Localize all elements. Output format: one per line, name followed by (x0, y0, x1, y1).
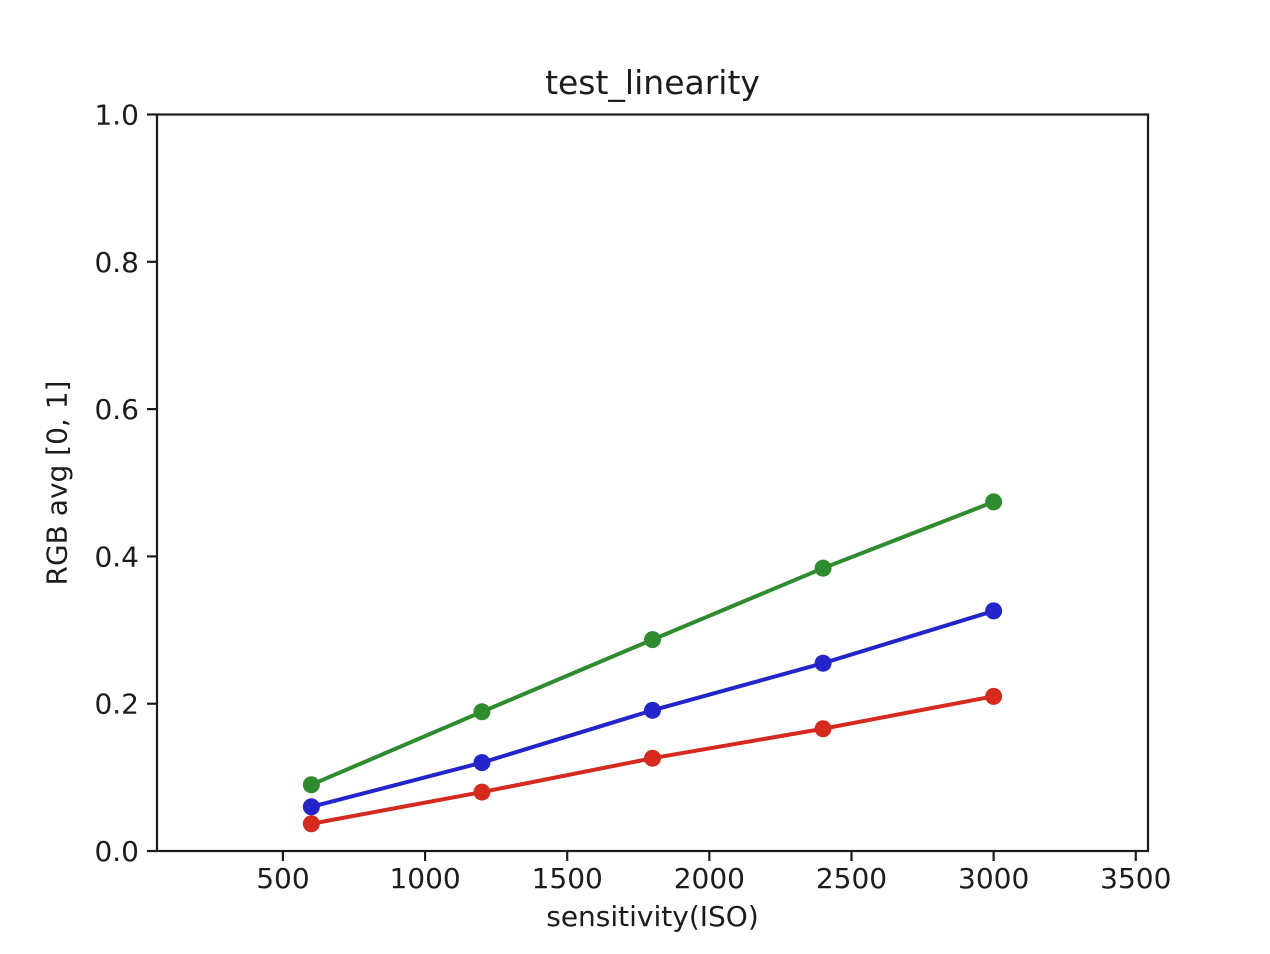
series-marker-green (473, 703, 491, 721)
x-tick-label: 2000 (674, 862, 745, 895)
x-tick-label: 1000 (389, 862, 460, 895)
y-axis-label: RGB avg [0, 1] (40, 380, 74, 586)
axes-box (155, 113, 1150, 853)
series-marker-red (302, 815, 320, 833)
series-marker-blue (473, 754, 491, 772)
x-tick-label: 3500 (1100, 862, 1171, 895)
y-tick-label: 0.6 (94, 393, 139, 426)
series-marker-red (473, 783, 491, 801)
series-marker-red (814, 720, 832, 738)
series-marker-green (985, 493, 1003, 511)
series-marker-blue (985, 602, 1003, 620)
y-tick-label: 1.0 (94, 99, 139, 132)
x-axis-label: sensitivity(ISO) (546, 900, 759, 933)
x-tick-label: 500 (256, 862, 309, 895)
x-tick-label: 2500 (816, 862, 887, 895)
y-tick-label: 0.4 (94, 540, 139, 573)
series-marker-green (814, 559, 832, 577)
y-tick-label: 0.2 (94, 688, 139, 721)
chart-title: test_linearity (545, 63, 760, 102)
series-marker-red (644, 749, 661, 767)
y-tick-label: 0.8 (94, 246, 139, 279)
x-tick-label: 3000 (958, 862, 1029, 895)
y-tick-label: 0.0 (94, 835, 139, 868)
series-marker-green (302, 776, 320, 794)
series-marker-green (644, 631, 661, 649)
series-marker-red (985, 687, 1003, 705)
series-marker-blue (302, 798, 320, 816)
series-marker-blue (814, 654, 832, 672)
series-marker-blue (644, 701, 661, 719)
x-tick-label: 1500 (532, 862, 603, 895)
